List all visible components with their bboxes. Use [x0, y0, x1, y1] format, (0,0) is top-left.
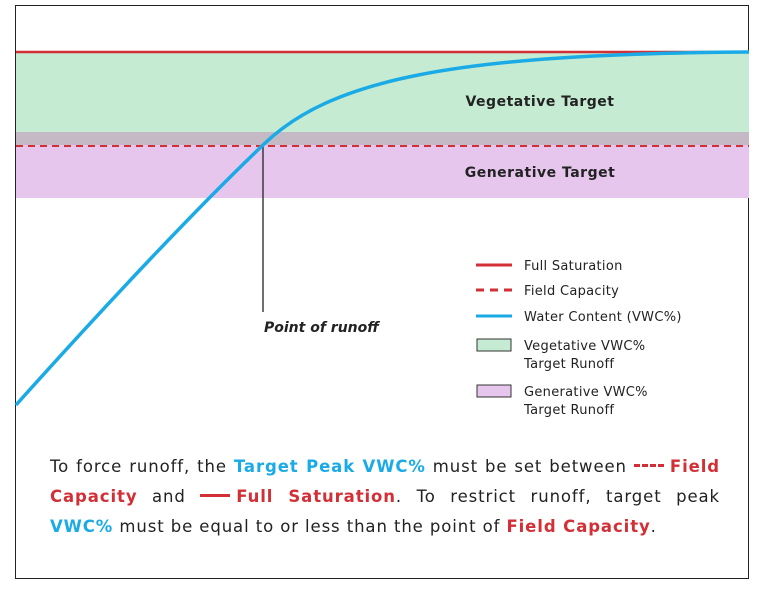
legend-label: Vegetative VWC% Target Runoff	[523, 339, 645, 372]
text: To force runoff, the	[50, 457, 234, 476]
legend-swatch	[476, 338, 512, 352]
text: must be equal to or less than the point …	[113, 517, 507, 536]
text: and	[137, 487, 201, 506]
description: To force runoff, the Target Peak VWC% mu…	[50, 452, 720, 542]
text: . To restrict runoff, target peak	[395, 487, 720, 506]
highlight: Field Capacity	[50, 457, 720, 506]
band-label: Vegetative Target	[465, 94, 614, 110]
vegetative-band	[16, 52, 749, 132]
legend-swatch	[476, 384, 512, 398]
legend-label: Water Content (VWC%)	[524, 310, 682, 325]
legend-label: Full Saturation	[524, 259, 623, 274]
legend-label: Field Capacity	[524, 284, 619, 299]
annotation: Point of runoff	[264, 320, 380, 336]
text: must be set between	[425, 457, 634, 476]
highlight: Target Peak VWC%	[233, 457, 426, 476]
generative-band	[16, 145, 749, 198]
line-icon	[200, 494, 231, 497]
highlight: Field Capacity	[506, 517, 651, 536]
band-label: Generative Target	[465, 165, 616, 181]
legend-label: Generative VWC% Target Runoff	[523, 385, 648, 418]
gap-band	[16, 132, 749, 145]
text: .	[650, 517, 657, 536]
line-icon	[633, 464, 664, 467]
water-content-curve	[14, 50, 750, 407]
highlight: VWC%	[50, 517, 114, 536]
highlight: Full Saturation	[236, 487, 396, 506]
frame	[15, 5, 749, 579]
